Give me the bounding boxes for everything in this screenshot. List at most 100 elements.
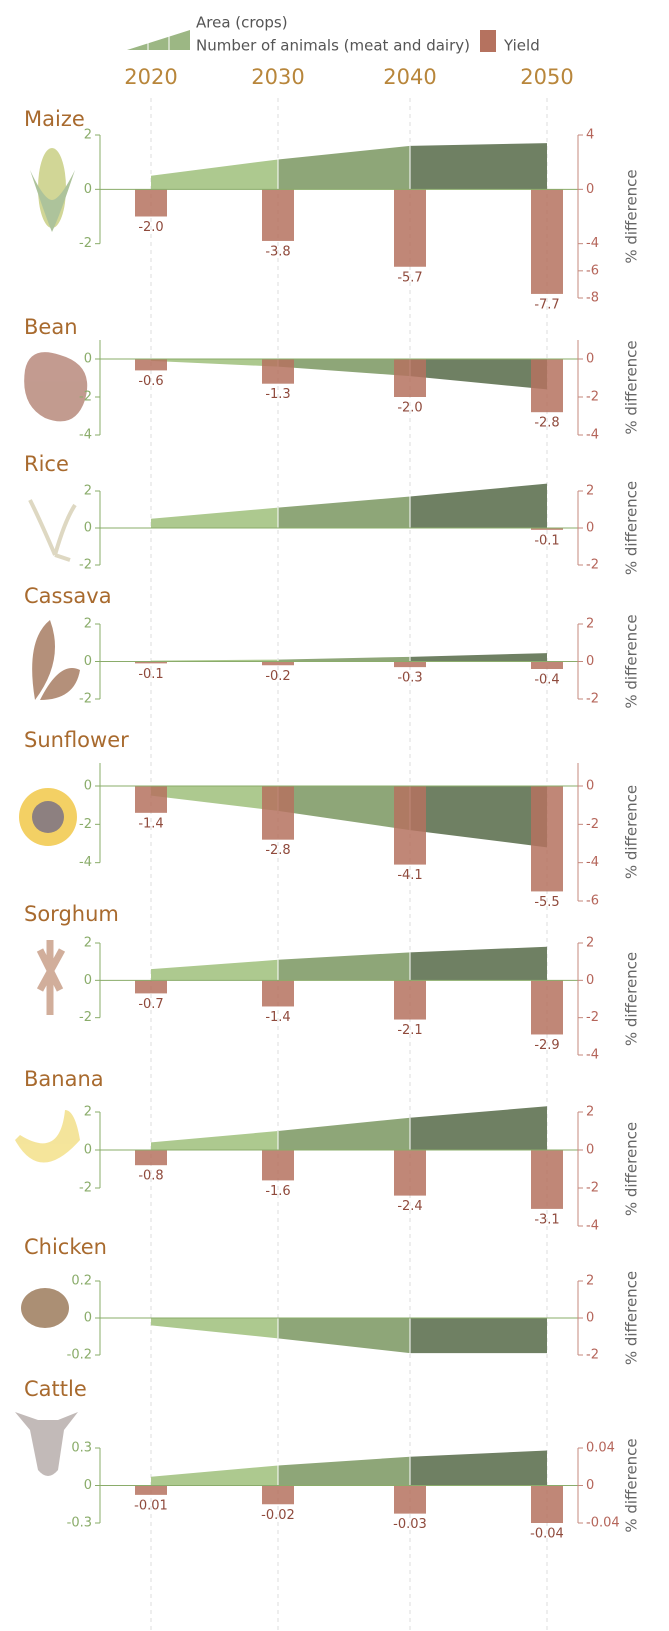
y2-tick-label: 0 <box>586 654 594 669</box>
panel-title: Banana <box>24 1067 104 1091</box>
value-label: -1.4 <box>265 1010 290 1025</box>
rice-icon <box>28 499 77 562</box>
y2-axis-label: % difference <box>623 340 641 434</box>
area-segment <box>410 359 547 390</box>
panel: -0.01 -0.02 -0.03 -0.04 -0.3 0 0.3 -0.04 0 0.04 <box>67 1441 620 1542</box>
panel: -0.8 -1.6 -2.4 -3.1 -2 0 2 -4 -2 0 2 <box>79 1105 599 1234</box>
year-label: 2040 <box>383 65 436 89</box>
value-label: -2.8 <box>265 843 290 858</box>
area-segment <box>278 1456 410 1486</box>
y2-tick-label: -2 <box>586 1181 599 1196</box>
y2-tick-label: 0 <box>586 352 594 367</box>
yield-bar <box>531 359 563 413</box>
yield-bar <box>394 980 426 1020</box>
y-tick-label: 2 <box>84 128 92 143</box>
panel: -1.4 -2.8 -4.1 -5.5 -4 -2 0 -6 -4 -2 0 <box>79 763 599 910</box>
y2-tick-label: 2 <box>586 1105 594 1120</box>
panel-title: Chicken <box>24 1235 107 1259</box>
area-segment <box>278 145 410 190</box>
y2-tick-label: -4 <box>586 855 599 870</box>
value-label: -3.1 <box>534 1212 559 1227</box>
panel: -0.7 -1.4 -2.1 -2.9 -2 0 2 -4 -2 0 2 <box>79 936 599 1063</box>
area-segment <box>151 959 278 981</box>
yield-bar <box>531 189 563 294</box>
y-tick-label: 2 <box>84 617 92 632</box>
y2-axis-label: % difference <box>623 169 641 263</box>
value-label: -0.8 <box>138 1169 163 1184</box>
y-tick-label: -2 <box>79 236 92 251</box>
y-tick-label: -0.3 <box>67 1516 92 1531</box>
y2-axis-label: % difference <box>623 1271 641 1365</box>
y-tick-label: 0 <box>84 1478 92 1493</box>
y-tick-label: 0 <box>84 352 92 367</box>
value-label: -3.8 <box>265 244 290 259</box>
y-tick-label: 0 <box>84 1311 92 1326</box>
y2-tick-label: 0 <box>586 1311 594 1326</box>
value-label: -0.03 <box>393 1517 427 1532</box>
area-segment <box>410 1106 547 1150</box>
value-label: -0.7 <box>138 997 163 1012</box>
yield-bar <box>135 980 167 994</box>
value-label: -0.4 <box>534 673 559 688</box>
y2-axis-label: % difference <box>623 481 641 575</box>
y2-tick-label: -2 <box>586 558 599 573</box>
panel: -0.6 -1.3 -2.0 -2.8 -4 -2 0 -4 -2 0 <box>79 340 599 443</box>
y2-axis-label: % difference <box>623 952 641 1046</box>
yield-bar <box>394 189 426 267</box>
chicken-icon <box>21 1288 69 1328</box>
area-segment <box>410 1450 547 1486</box>
y2-tick-label: 0 <box>586 973 594 988</box>
y2-tick-label: 0 <box>586 1143 594 1158</box>
panel: -0.1 -0.2 -0.3 -0.4 -2 0 2 -2 0 2 <box>79 617 599 707</box>
value-label: -5.5 <box>534 895 559 910</box>
year-label: 2050 <box>520 65 573 89</box>
area-segment <box>278 359 410 377</box>
area-segment <box>410 653 547 662</box>
bean-icon <box>24 352 88 422</box>
y-tick-label: -2 <box>79 390 92 405</box>
value-label: -0.1 <box>534 533 559 548</box>
panel: -0.1 -2 0 2 -2 0 2 <box>79 484 599 573</box>
area-segment <box>151 159 278 190</box>
y2-tick-label: -2 <box>586 1348 599 1363</box>
y2-axis-label: % difference <box>623 785 641 879</box>
yield-bar <box>394 359 426 397</box>
yield-bar <box>262 661 294 666</box>
y2-tick-label: -2 <box>586 692 599 707</box>
year-label: 2030 <box>251 65 304 89</box>
cattle-icon <box>15 1412 78 1476</box>
panel-title: Cattle <box>24 1377 87 1401</box>
y-tick-label: 0 <box>84 182 92 197</box>
area-segment <box>278 1117 410 1150</box>
panel-title: Sunflower <box>24 728 129 752</box>
yield-bar <box>135 359 167 371</box>
yield-bar <box>531 661 563 669</box>
legend-label: Yield <box>503 37 540 55</box>
y-tick-label: 0 <box>84 654 92 669</box>
y2-axis-label: % difference <box>623 1122 641 1216</box>
y2-tick-label: -2 <box>586 390 599 405</box>
y-tick-label: -2 <box>79 817 92 832</box>
area-segment <box>278 952 410 981</box>
yield-bar <box>394 1150 426 1196</box>
area-segment <box>410 143 547 190</box>
area-segment <box>278 656 410 662</box>
yield-bar <box>394 1485 426 1514</box>
y-tick-label: 2 <box>84 484 92 499</box>
y-tick-label: -4 <box>79 428 92 443</box>
value-label: -0.1 <box>138 667 163 682</box>
y-tick-label: 2 <box>84 936 92 951</box>
value-label: -2.0 <box>397 401 422 416</box>
y-tick-label: 2 <box>84 1105 92 1120</box>
y-tick-label: 0 <box>84 1143 92 1158</box>
area-segment <box>410 786 547 848</box>
yield-bar <box>531 786 563 892</box>
y-tick-label: 0 <box>84 973 92 988</box>
y2-tick-label: -4 <box>586 1219 599 1234</box>
value-label: -0.6 <box>138 374 163 389</box>
y2-tick-label: -0.04 <box>586 1516 620 1531</box>
sorghum-icon <box>36 940 66 1015</box>
yield-bar <box>394 786 426 865</box>
maize-leaf <box>30 170 75 232</box>
yield-bar <box>531 980 563 1035</box>
